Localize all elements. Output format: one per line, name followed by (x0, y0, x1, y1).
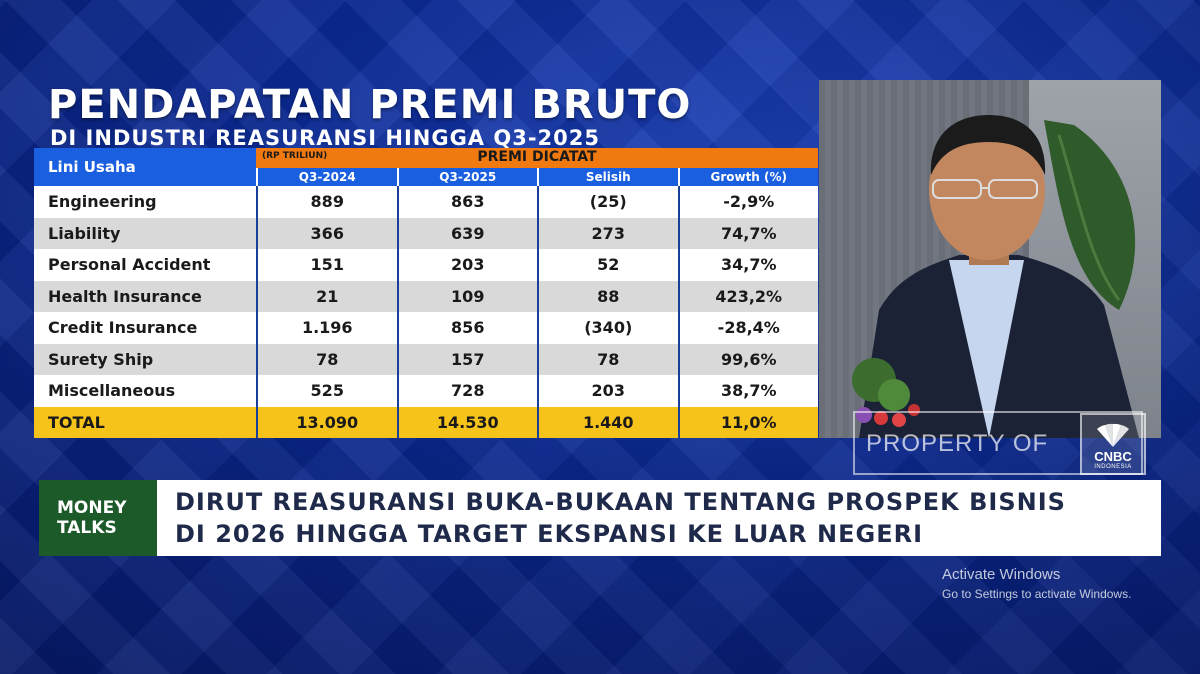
table-row: Health Insurance 21 109 88 423,2% (34, 280, 818, 312)
column-header: Q3-2025 (396, 168, 537, 186)
cell-value: 863 (396, 186, 537, 218)
row-label: Credit Insurance (34, 312, 256, 344)
speaker-figure (852, 115, 1139, 438)
total-value: 13.090 (256, 406, 397, 438)
cell-value: 52 (537, 249, 678, 281)
cell-value: 157 (396, 343, 537, 375)
cell-value: 21 (256, 280, 397, 312)
table-row: Personal Accident 151 203 52 34,7% (34, 249, 818, 281)
cnbc-logo: CNBC INDONESIA (1080, 413, 1146, 475)
table-row: Liability 366 639 273 74,7% (34, 217, 818, 249)
table-row: Miscellaneous 525 728 203 38,7% (34, 375, 818, 407)
cell-value: 366 (256, 217, 397, 249)
cell-value: -28,4% (677, 312, 818, 344)
headline-line1: DIRUT REASURANSI BUKA-BUKAAN TENTANG PRO… (175, 488, 1066, 516)
activate-hint: Go to Settings to activate Windows. (942, 587, 1132, 601)
cell-value: 38,7% (677, 375, 818, 407)
headline-line2: DI 2026 HINGGA TARGET EKSPANSI KE LUAR N… (175, 520, 923, 548)
premium-table: Lini Usaha (RP TRILIUN) PREMI DICATAT Q3… (34, 148, 818, 438)
cell-value: 151 (256, 249, 397, 281)
show-badge: MONEY TALKS (39, 480, 157, 556)
cell-value: 34,7% (677, 249, 818, 281)
cell-value: 273 (537, 217, 678, 249)
row-label: Personal Accident (34, 249, 256, 281)
cnbc-wordmark: CNBC (1094, 449, 1132, 464)
table-header-line: Lini Usaha (34, 148, 256, 186)
total-value: 11,0% (677, 406, 818, 438)
group-label: PREMI DICATAT (477, 149, 597, 165)
cell-value: 203 (396, 249, 537, 281)
activate-windows-overlay: Activate Windows Go to Settings to activ… (942, 566, 1131, 601)
total-value: 14.530 (396, 406, 537, 438)
table-row: Engineering 889 863 (25) -2,9% (34, 186, 818, 218)
cell-value: 99,6% (677, 343, 818, 375)
cell-value: 728 (396, 375, 537, 407)
cell-value: 639 (396, 217, 537, 249)
cell-value: (340) (537, 312, 678, 344)
cell-value: 109 (396, 280, 537, 312)
headline-bar: DIRUT REASURANSI BUKA-BUKAAN TENTANG PRO… (157, 480, 1161, 556)
table-total-row: TOTAL 13.090 14.530 1.440 11,0% (34, 406, 818, 438)
table-row: Credit Insurance 1.196 856 (340) -28,4% (34, 312, 818, 344)
cnbc-region: INDONESIA (1094, 464, 1132, 470)
column-header: Q3-2024 (256, 168, 397, 186)
cell-value: -2,9% (677, 186, 818, 218)
cell-value: 423,2% (677, 280, 818, 312)
cell-value: 203 (537, 375, 678, 407)
cell-value: 856 (396, 312, 537, 344)
peacock-icon (1097, 423, 1129, 447)
show-name-line2: TALKS (57, 518, 117, 538)
row-label: Health Insurance (34, 280, 256, 312)
show-name-line1: MONEY (57, 498, 127, 518)
table-body: Engineering 889 863 (25) -2,9% Liability… (34, 186, 818, 438)
table-column-headers: Q3-2024 Q3-2025 Selisih Growth (%) (256, 168, 818, 186)
activate-title: Activate Windows (942, 566, 1061, 583)
watermark-frame (853, 411, 1143, 475)
cell-value: (25) (537, 186, 678, 218)
cell-value: 78 (256, 343, 397, 375)
table-group-header: (RP TRILIUN) PREMI DICATAT (256, 148, 818, 168)
graphic-subtitle: DI INDUSTRI REASURANSI HINGGA Q3-2025 (50, 126, 600, 150)
row-label: Engineering (34, 186, 256, 218)
graphic-title: PENDAPATAN PREMI BRUTO (48, 82, 692, 128)
total-value: 1.440 (537, 406, 678, 438)
row-label: Liability (34, 217, 256, 249)
cell-value: 525 (256, 375, 397, 407)
row-label: Surety Ship (34, 343, 256, 375)
table-row: Surety Ship 78 157 78 99,6% (34, 343, 818, 375)
row-label: Miscellaneous (34, 375, 256, 407)
column-header: Selisih (537, 168, 678, 186)
unit-label: (RP TRILIUN) (262, 151, 328, 161)
watermark-text: PROPERTY OF (866, 430, 1049, 457)
cell-value: 74,7% (677, 217, 818, 249)
cell-value: 1.196 (256, 312, 397, 344)
cell-value: 889 (256, 186, 397, 218)
cell-value: 88 (537, 280, 678, 312)
total-label: TOTAL (34, 406, 256, 438)
speaker-video (819, 80, 1161, 438)
column-header: Growth (%) (677, 168, 818, 186)
cell-value: 78 (537, 343, 678, 375)
